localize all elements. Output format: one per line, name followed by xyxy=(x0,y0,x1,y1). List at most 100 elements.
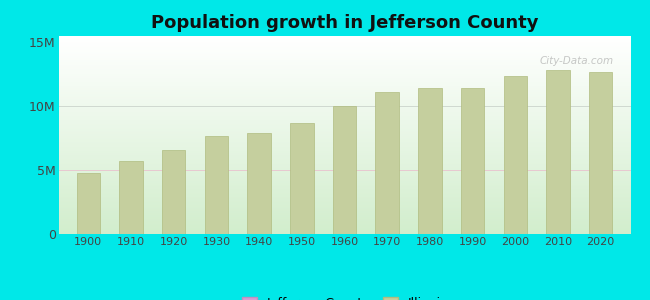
Bar xyxy=(58,143,630,144)
Bar xyxy=(58,116,630,117)
Bar xyxy=(58,122,630,123)
Bar xyxy=(58,162,630,163)
Bar xyxy=(376,92,399,234)
Bar xyxy=(58,213,630,214)
Bar xyxy=(58,82,630,83)
Legend: Jefferson County, Illinois: Jefferson County, Illinois xyxy=(237,292,452,300)
Bar xyxy=(58,57,630,58)
Bar xyxy=(58,195,630,196)
Bar xyxy=(248,133,271,234)
Bar xyxy=(58,58,630,59)
Bar xyxy=(58,199,630,200)
Bar xyxy=(58,98,630,99)
Bar xyxy=(58,82,630,83)
Bar xyxy=(58,123,630,124)
Bar xyxy=(58,172,630,174)
Bar xyxy=(58,126,630,127)
Bar xyxy=(58,203,630,204)
Bar xyxy=(58,208,630,209)
Bar xyxy=(58,129,630,130)
Bar xyxy=(58,50,630,51)
Bar xyxy=(58,164,630,165)
Bar xyxy=(58,159,630,160)
Bar xyxy=(58,49,630,50)
Bar xyxy=(58,56,630,57)
Bar xyxy=(58,64,630,65)
Bar xyxy=(58,65,630,66)
Bar xyxy=(58,111,630,112)
Bar xyxy=(58,128,630,129)
Bar xyxy=(58,60,630,61)
Bar xyxy=(58,176,630,177)
Bar xyxy=(58,138,630,139)
Bar xyxy=(58,54,630,55)
Bar xyxy=(58,40,630,41)
Bar xyxy=(58,187,630,188)
Bar xyxy=(58,212,630,213)
Bar xyxy=(58,51,630,52)
Bar xyxy=(58,68,630,69)
Bar xyxy=(58,161,630,162)
Bar xyxy=(58,166,630,167)
Bar xyxy=(58,200,630,201)
Bar xyxy=(58,45,630,46)
Bar xyxy=(58,140,630,141)
Bar xyxy=(58,230,630,231)
Bar xyxy=(58,135,630,136)
Bar xyxy=(58,228,630,229)
Bar xyxy=(58,113,630,114)
Bar xyxy=(58,177,630,178)
Bar xyxy=(58,205,630,206)
Bar xyxy=(58,147,630,148)
Bar xyxy=(58,224,630,225)
Bar xyxy=(58,169,630,170)
Bar xyxy=(58,219,630,220)
Bar xyxy=(58,184,630,185)
Text: City-Data.com: City-Data.com xyxy=(540,56,614,66)
Bar xyxy=(58,160,630,161)
Bar xyxy=(461,88,484,234)
Bar xyxy=(58,231,630,232)
Bar xyxy=(58,110,630,111)
Bar xyxy=(58,217,630,218)
Bar xyxy=(58,225,630,226)
Bar xyxy=(58,96,630,98)
Bar xyxy=(58,44,630,45)
Bar xyxy=(58,194,630,195)
Bar xyxy=(58,201,630,202)
Bar xyxy=(58,192,630,194)
Bar xyxy=(58,216,630,217)
Bar xyxy=(58,151,630,152)
Bar xyxy=(58,102,630,103)
Bar xyxy=(58,106,630,107)
Bar xyxy=(58,83,630,85)
Bar xyxy=(58,167,630,168)
Bar xyxy=(58,174,630,175)
Bar xyxy=(58,232,630,233)
Bar xyxy=(58,127,630,128)
Bar xyxy=(58,133,630,134)
Bar xyxy=(418,88,441,234)
Bar xyxy=(58,141,630,142)
Bar xyxy=(58,221,630,222)
Bar xyxy=(58,188,630,190)
Bar xyxy=(77,173,100,234)
Bar xyxy=(58,223,630,224)
Bar xyxy=(58,42,630,43)
Bar xyxy=(58,46,630,47)
Bar xyxy=(58,121,630,122)
Bar xyxy=(58,72,630,73)
Bar xyxy=(58,125,630,126)
Bar xyxy=(58,130,630,131)
Bar xyxy=(58,185,630,187)
Bar xyxy=(58,70,630,72)
Bar xyxy=(58,89,630,90)
Bar xyxy=(546,70,569,234)
Bar xyxy=(58,86,630,88)
Bar xyxy=(58,37,630,38)
Bar xyxy=(58,38,630,39)
Bar xyxy=(58,90,630,92)
Bar xyxy=(58,198,630,199)
Bar xyxy=(58,150,630,151)
Bar xyxy=(58,41,630,42)
